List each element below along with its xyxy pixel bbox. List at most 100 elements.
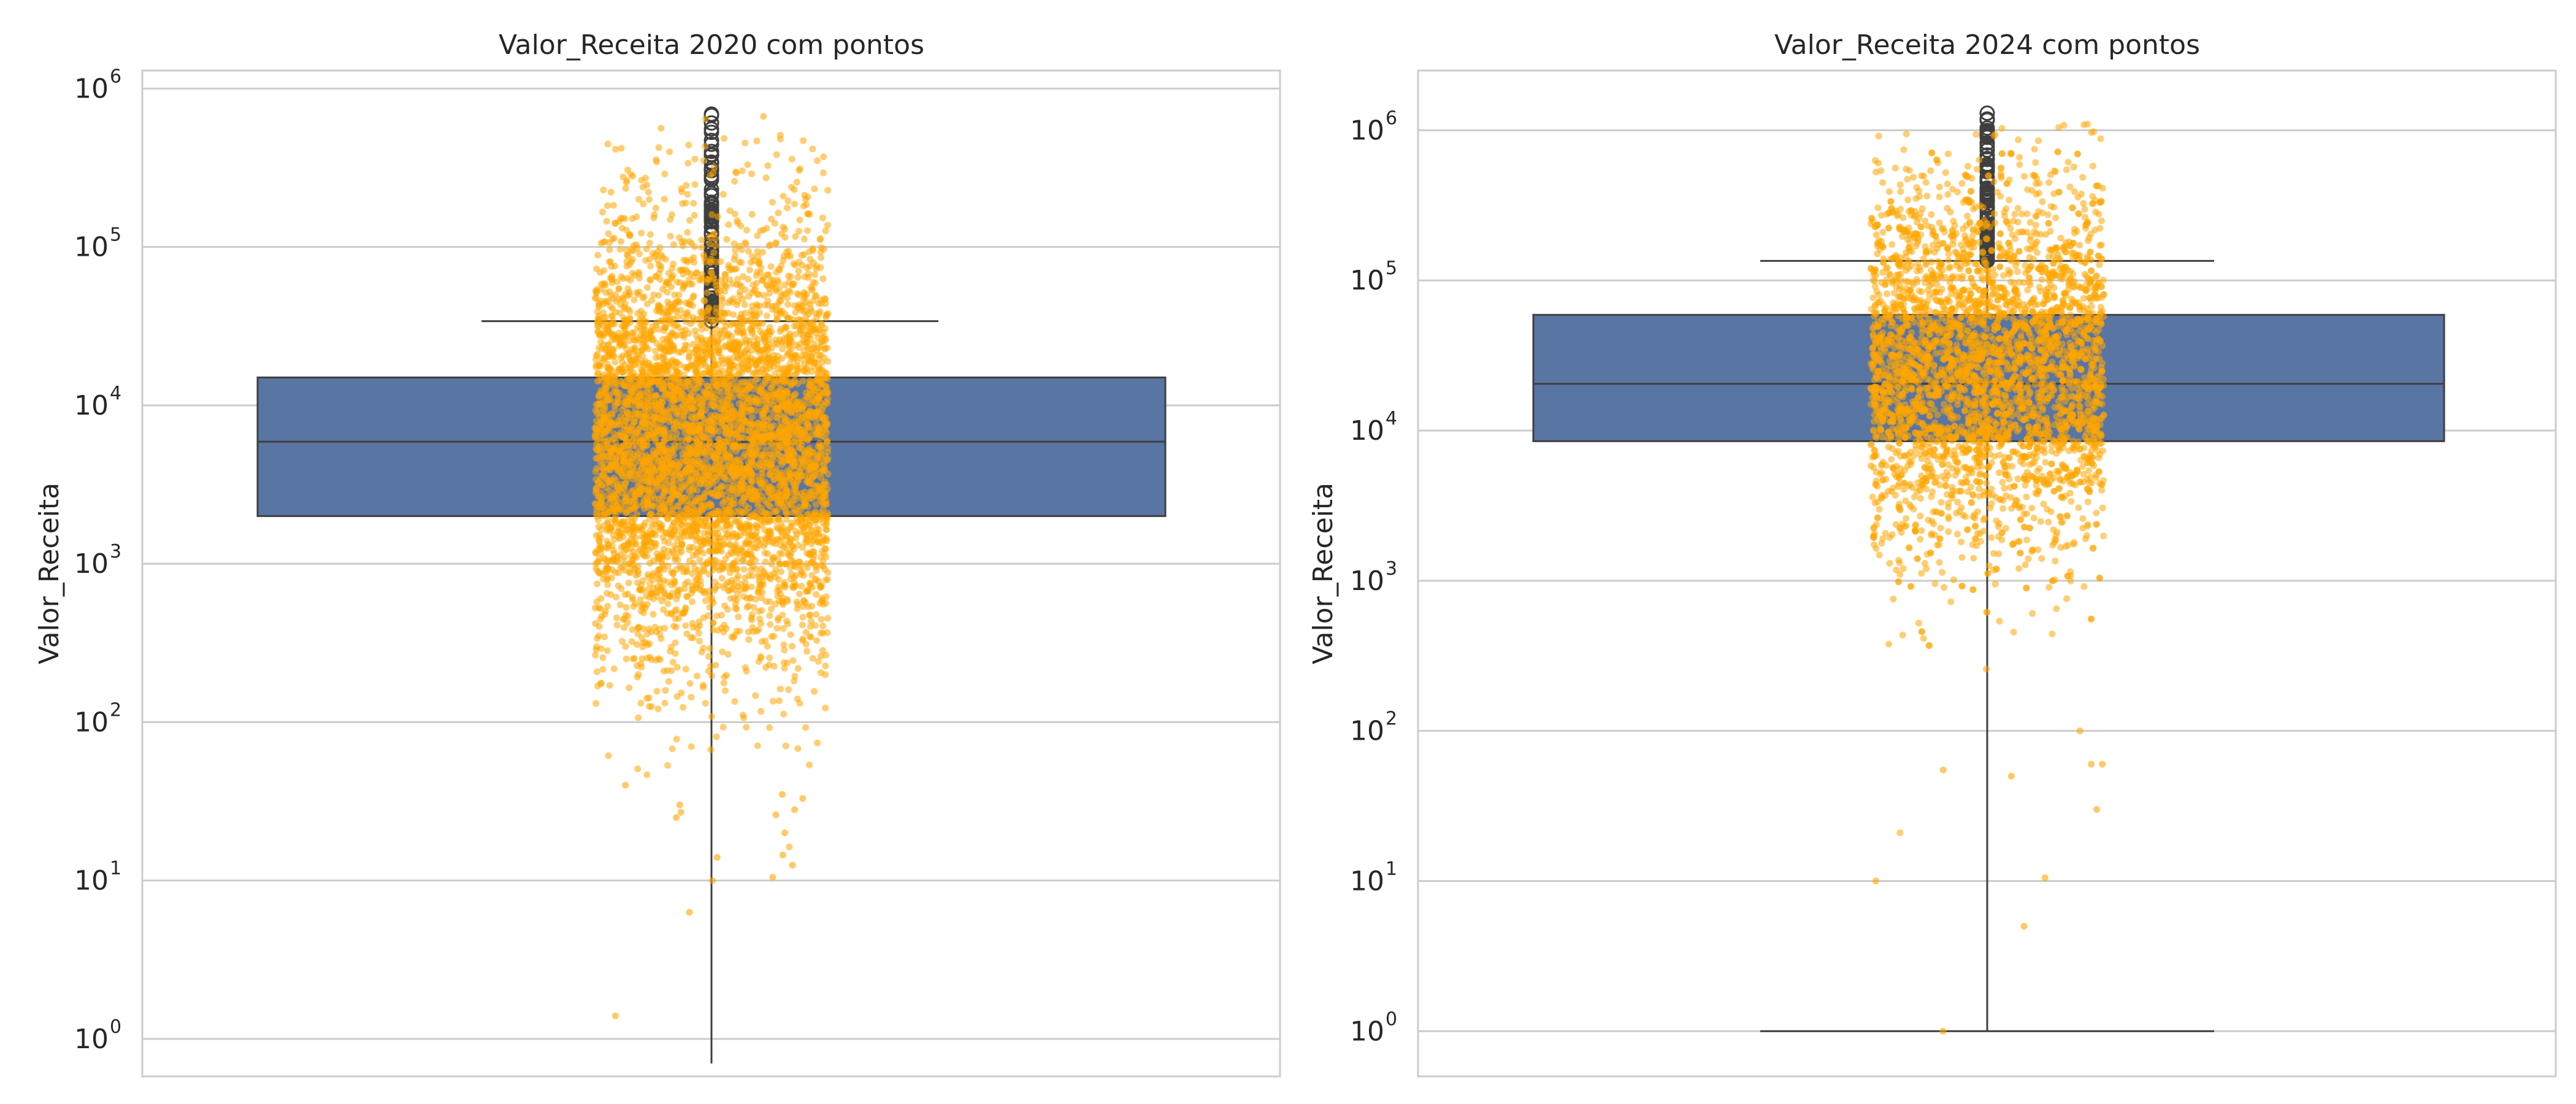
data-point (700, 501, 708, 508)
data-point (712, 309, 719, 316)
data-point (721, 687, 729, 694)
data-point (751, 369, 758, 377)
data-point (730, 311, 737, 318)
data-point (763, 312, 770, 320)
data-point (823, 500, 830, 508)
outlier-marker (703, 147, 719, 163)
data-point (731, 698, 738, 705)
data-point (692, 451, 700, 458)
data-point (631, 540, 638, 548)
data-point (683, 426, 690, 433)
data-point (776, 591, 784, 598)
data-point (754, 232, 761, 239)
data-point (764, 162, 772, 169)
data-point (732, 600, 739, 608)
data-point (808, 559, 816, 565)
data-point (602, 444, 610, 451)
data-point (754, 248, 761, 255)
data-point (643, 695, 651, 702)
data-point (627, 470, 634, 478)
data-point (785, 686, 792, 693)
data-point (672, 650, 679, 657)
data-point (634, 511, 641, 518)
data-point (672, 606, 680, 613)
data-point (784, 301, 792, 308)
data-point (760, 113, 767, 120)
data-point (751, 381, 758, 389)
data-point (808, 540, 815, 548)
data-point (757, 328, 764, 335)
data-point (803, 648, 810, 655)
data-point (592, 532, 600, 539)
data-point (684, 191, 691, 198)
data-point (661, 196, 668, 203)
data-point (801, 273, 808, 280)
data-point (777, 568, 784, 575)
data-point (782, 482, 789, 489)
data-point (706, 240, 713, 248)
data-point (652, 532, 659, 539)
data-point (605, 341, 612, 348)
data-point (712, 242, 719, 249)
data-point (805, 603, 812, 610)
data-point (721, 424, 729, 431)
data-point (748, 614, 755, 621)
data-point (619, 174, 627, 180)
data-point (729, 320, 736, 327)
data-point (650, 409, 657, 416)
data-point (771, 220, 778, 227)
data-point (711, 236, 719, 243)
data-point (773, 151, 780, 158)
data-point (717, 385, 724, 392)
data-point (742, 139, 748, 147)
data-point (748, 567, 754, 573)
data-point (762, 174, 770, 182)
data-point (673, 321, 680, 329)
data-point (617, 238, 624, 245)
data-point (703, 559, 711, 565)
data-point (660, 667, 667, 675)
data-point (688, 589, 696, 597)
data-point (663, 335, 670, 343)
data-point (636, 250, 643, 258)
data-point (791, 583, 798, 591)
data-point (744, 464, 751, 471)
data-point (689, 598, 696, 605)
data-point (720, 680, 727, 687)
data-point (795, 472, 803, 480)
data-point (754, 375, 761, 383)
data-point (727, 266, 734, 274)
data-point (761, 509, 769, 516)
data-point (718, 302, 725, 309)
data-point (723, 523, 730, 529)
data-point (791, 439, 798, 446)
data-point (635, 196, 642, 203)
data-point (800, 447, 807, 454)
data-point (708, 524, 716, 532)
data-point (684, 159, 692, 167)
data-point (660, 545, 667, 553)
data-point (684, 229, 691, 236)
data-point (794, 274, 802, 281)
data-point (729, 380, 736, 387)
data-point (792, 572, 799, 579)
data-point (752, 692, 759, 699)
data-point (723, 450, 730, 458)
data-point (791, 201, 798, 208)
data-point (594, 405, 602, 413)
data-point (746, 488, 753, 496)
data-point (824, 186, 832, 194)
data-point (723, 672, 730, 679)
data-point (713, 477, 720, 484)
data-point (683, 182, 690, 189)
data-point (740, 565, 748, 573)
data-point (760, 421, 767, 429)
data-point (625, 579, 632, 586)
data-point (600, 309, 607, 316)
data-point (766, 654, 773, 661)
data-point (624, 619, 631, 626)
data-point (802, 196, 809, 203)
data-point (732, 247, 739, 254)
data-point (767, 361, 774, 369)
data-point (661, 437, 668, 445)
